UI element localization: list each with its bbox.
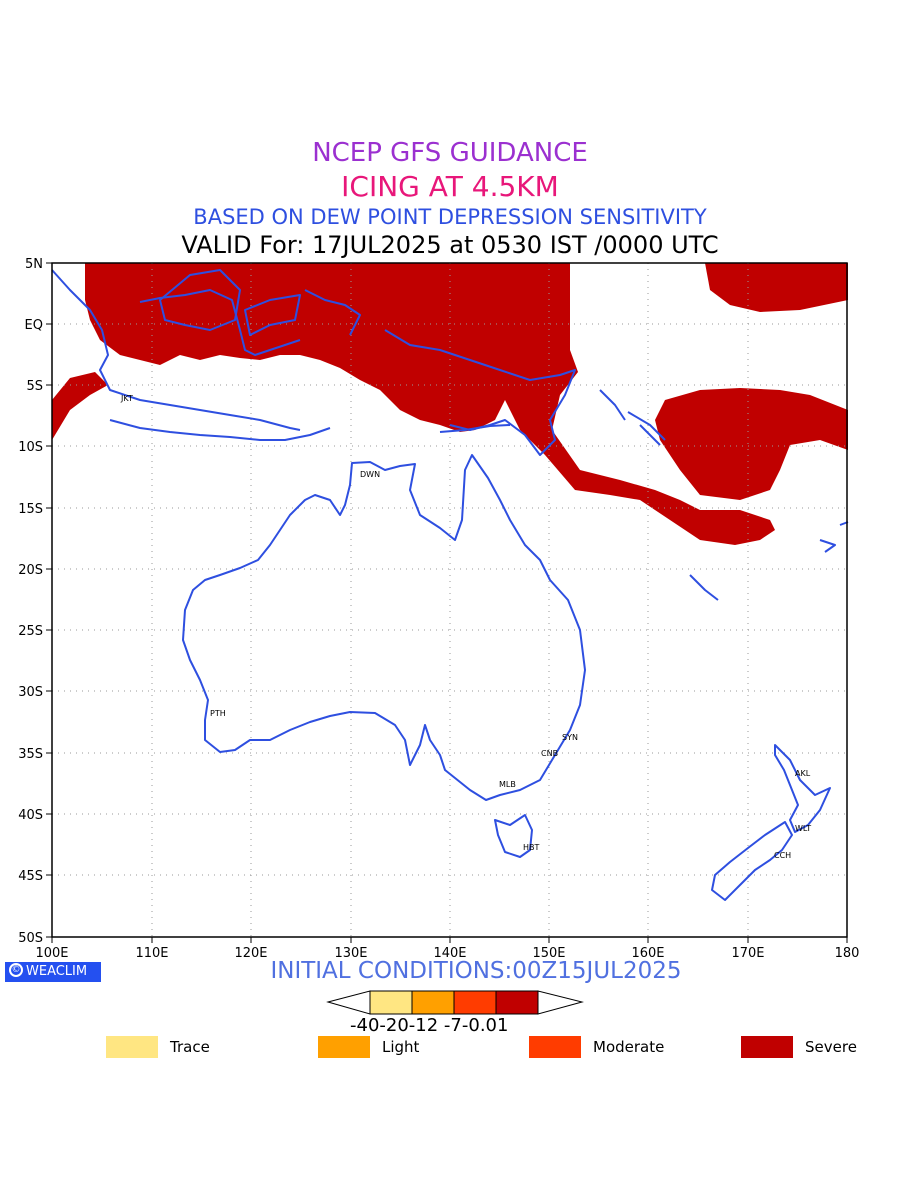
legend-label: Light [382,1038,420,1056]
legend-swatch [106,1036,158,1058]
copyright-icon: © [9,963,23,977]
brand-name: WEACLIM [26,964,88,979]
lat-label: 35S [18,747,43,762]
lesser-sunda-coast [109,419,511,441]
title-line2: ICING AT 4.5KM [341,170,559,203]
lon-label: 130E [334,946,367,961]
nz-north-coast [774,744,831,833]
lon-label: 110E [135,946,168,961]
city-label: AKL [795,769,811,778]
australia-coast [182,454,586,801]
legend-swatch [529,1036,581,1058]
indonesia-west-coast [51,269,576,456]
nz-south-coast [711,821,793,901]
lat-label: 45S [18,869,43,884]
lon-labels: 100E 110E 120E 130E 140E 150E 160E 170E … [35,946,859,961]
severe-icing-shading [52,263,848,545]
lat-label: EQ [25,318,43,333]
axis-ticks [46,262,848,943]
lat-label: 50S [18,931,43,946]
city-label: MLB [499,780,516,789]
lat-label: 40S [18,808,43,823]
weaclim-logo: © WEACLIM [5,962,101,982]
city-label: PTH [210,709,226,718]
lat-label: 5S [26,379,43,394]
title-line3: BASED ON DEW POINT DEPRESSION SENSITIVIT… [193,205,707,229]
city-label: DWN [360,470,380,479]
city-label: SYN [562,733,578,742]
lon-label: 150E [532,946,565,961]
sulawesi-coast [244,294,301,336]
city-label: CNB [541,749,558,758]
lat-label: 25S [18,624,43,639]
lon-label: 170E [731,946,764,961]
borneo-coast [159,269,241,331]
lon-label: 120E [234,946,267,961]
lat-label: 15S [18,502,43,517]
lat-label: 20S [18,563,43,578]
lat-labels: 5N EQ 5S 10S 15S 20S 25S 30S 35S 40S 45S… [18,257,43,946]
legend-swatch [318,1036,370,1058]
lat-label: 30S [18,685,43,700]
legend-label: Moderate [593,1038,665,1056]
legend-label: Severe [805,1038,857,1056]
city-label: HBT [523,843,540,852]
lon-label: 180 [835,946,860,961]
lat-label: 5N [25,257,43,272]
lat-label: 10S [18,440,43,455]
colorbar-tick-labels: -40-20-12 -7-0.01 [350,1015,509,1036]
legend-label: Trace [170,1038,210,1056]
lon-label: 100E [35,946,68,961]
city-label: WLT [795,824,811,833]
pacific-islands-coast [599,389,849,601]
title-line1: NCEP GFS GUIDANCE [312,138,588,168]
city-labels: JKT DWN PTH SYN CNB MLB HBT AKL WLT CCH [120,394,811,860]
legend-swatch [741,1036,793,1058]
initial-conditions: INITIAL CONDITIONS:00Z15JUL2025 [270,958,682,984]
city-label: CCH [774,851,791,860]
lon-label: 140E [433,946,466,961]
coastlines [51,269,849,901]
city-label: JKT [120,394,133,403]
icing-map: 100E 110E 120E 130E 140E 150E 160E 170E … [18,257,859,961]
title-valid-time: VALID For: 17JUL2025 at 0530 IST /0000 U… [181,231,719,259]
lon-label: 160E [631,946,664,961]
tasmania-coast [494,814,533,858]
